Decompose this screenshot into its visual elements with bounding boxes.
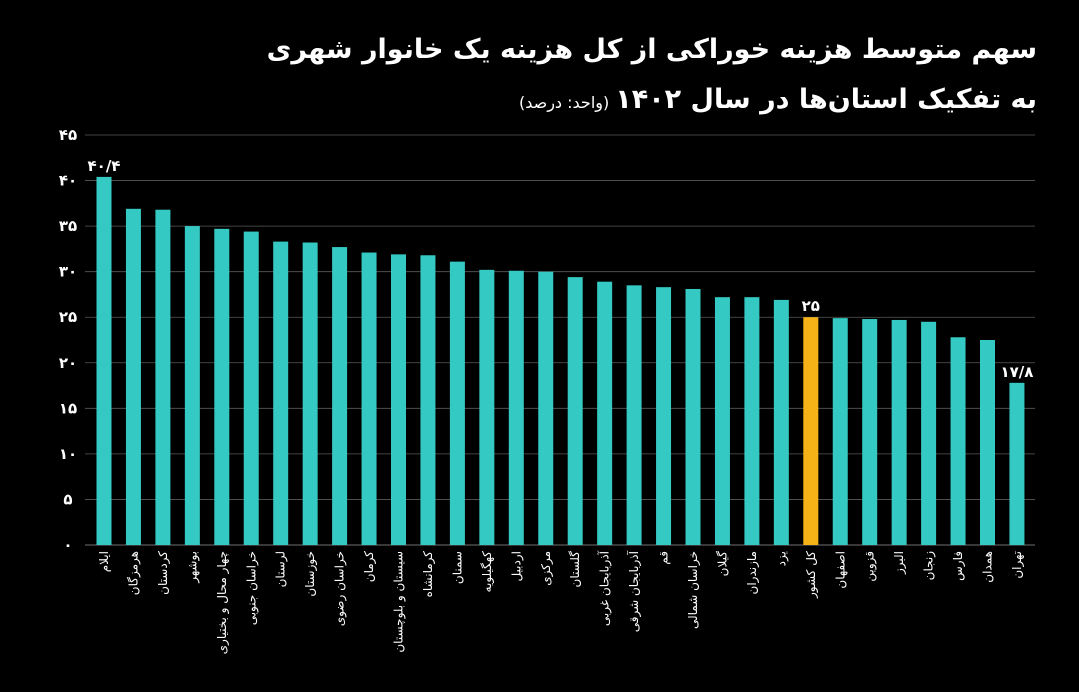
category-label-20: خراسان شمالی	[686, 551, 701, 629]
bar-8	[332, 247, 348, 546]
data-labels: ۴۰/۴ ۲۵ ۱۷/۸	[88, 157, 1034, 381]
bar-3	[184, 226, 200, 545]
bars	[96, 176, 1025, 546]
category-labels: ایلام هرمزگان کردستان بوشهر چهار محال و بختی…	[97, 550, 1025, 654]
y-tick-label-35: ۳۵	[59, 217, 77, 235]
y-tick-label-15: ۱۵	[59, 399, 77, 417]
bar-22	[744, 297, 760, 545]
bar-30	[980, 340, 995, 545]
category-label-1: هرمزگان	[126, 551, 141, 595]
category-label-3: بوشهر	[185, 551, 200, 584]
category-label-0: ایلام	[97, 551, 111, 572]
data-label-31: ۱۷/۸	[1000, 363, 1033, 381]
category-label-7: خوزستان	[303, 551, 318, 597]
category-label-19: قم	[657, 551, 671, 565]
category-label-27: البرز	[892, 551, 907, 575]
y-tick-label-40: ۴۰	[59, 172, 77, 190]
bar-24	[803, 317, 819, 545]
y-axis-ticks: ۰ ۵ ۱۰ ۱۵ ۲۰ ۲۵ ۳۰ ۳۵ ۴۰ ۴۵	[59, 126, 77, 554]
category-label-9: کرمان	[362, 551, 377, 583]
y-tick-label-5: ۵	[63, 490, 72, 508]
bar-4	[214, 228, 230, 545]
category-label-17: آذربایجان غربی	[597, 550, 613, 626]
bar-7	[302, 242, 318, 545]
bar-20	[685, 288, 701, 545]
bar-0	[96, 176, 112, 545]
bar-25	[832, 318, 848, 545]
bar-12	[449, 261, 465, 545]
category-label-25: اصفهان	[833, 551, 847, 589]
category-label-30: همدان	[981, 551, 995, 583]
bar-28	[921, 321, 937, 545]
y-tick-label-30: ۳۰	[59, 263, 77, 281]
bar-19	[656, 287, 672, 545]
category-label-22: مازندران	[745, 551, 760, 594]
category-label-21: گیلان	[715, 551, 729, 577]
y-tick-label-20: ۲۰	[59, 354, 77, 372]
category-label-23: یزد	[774, 551, 789, 566]
bar-5	[243, 231, 259, 546]
data-label-0: ۴۰/۴	[88, 157, 121, 175]
category-label-18: آذربایجان شرقی	[626, 550, 642, 632]
bar-2	[155, 209, 171, 545]
bar-13	[479, 269, 495, 545]
data-label-24: ۲۵	[802, 297, 820, 315]
category-label-31: تهران	[1010, 551, 1025, 579]
bar-1	[125, 208, 141, 546]
category-label-13: کهگیلویه	[480, 551, 495, 593]
bar-10	[391, 254, 406, 545]
category-label-2: کردستان	[156, 551, 171, 595]
y-tick-label-25: ۲۵	[59, 308, 77, 326]
category-label-4: چهار محال و بختیاری	[215, 551, 230, 654]
category-label-10: سیستان و بلوچستان	[392, 551, 407, 653]
unit-label: (واحد: درصد)	[518, 93, 610, 112]
y-tick-label-45: ۴۵	[59, 126, 77, 144]
category-label-29: فارس	[951, 551, 966, 581]
bar-23	[773, 299, 789, 545]
bar-31	[1009, 382, 1025, 545]
bar-18	[626, 285, 642, 545]
category-label-26: قزوین	[863, 551, 878, 582]
category-label-8: خراسان رضوی	[333, 551, 348, 626]
bar-14	[508, 270, 524, 545]
bar-21	[714, 297, 730, 545]
category-label-28: زنجان	[922, 551, 937, 581]
chart-title: سهم متوسط هزینه خوراکی از کل هزینه یک خا…	[266, 34, 1037, 65]
category-label-11: کرمانشاه	[421, 551, 436, 598]
y-tick-label-10: ۱۰	[59, 445, 77, 463]
bar-9	[361, 252, 377, 546]
bar-16	[567, 277, 583, 545]
bar-29	[950, 337, 966, 545]
bar-26	[862, 319, 878, 545]
category-label-24: کل کشور	[804, 551, 819, 599]
bar-11	[420, 255, 436, 545]
category-label-14: اردبیل	[509, 551, 524, 582]
bar-6	[273, 241, 289, 545]
bar-15	[538, 271, 554, 545]
chart-subtitle: به تفکیک استان‌ها در سال ۱۴۰۲ (واحد: درصد…	[519, 84, 1037, 115]
category-label-16: گلستان	[568, 551, 582, 588]
category-label-5: خراسان جنوبی	[244, 551, 259, 625]
y-tick-label-0: ۰	[63, 536, 72, 554]
category-label-6: لرستان	[274, 551, 289, 587]
bar-27	[891, 319, 907, 545]
subtitle-text: به تفکیک استان‌ها در سال ۱۴۰۲	[615, 84, 1037, 115]
bar-17	[597, 281, 613, 545]
category-label-15: مرکزی	[539, 551, 554, 586]
category-label-12: سمنان	[450, 551, 464, 584]
